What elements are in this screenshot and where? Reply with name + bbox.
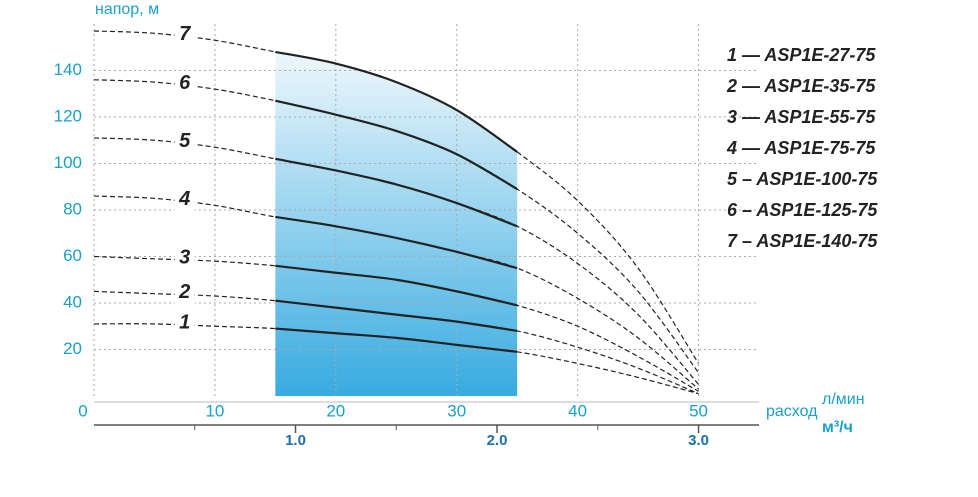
curve-dashed [93,323,699,395]
y-tick-label: 60 [63,246,82,265]
y-tick-label: 140 [54,60,82,79]
curve-solid [275,215,518,270]
y-tick-label: 100 [54,153,82,172]
x2-tick-label: 3.0 [688,432,709,449]
x-axis-label: расход [766,403,818,420]
curve-solid [275,299,518,332]
curve-label: 7 [179,23,191,45]
curve-label: 5 [179,130,191,152]
y-tick-label: 80 [63,199,82,218]
x-unit: л/мин [822,391,865,408]
curve-label: 1 [179,311,190,333]
curve-label: 2 [178,281,190,303]
curve-label: 6 [179,72,191,94]
curve-solid [275,157,518,228]
x2-tick-label: 2.0 [487,432,508,449]
y-tick-label: 40 [63,292,82,311]
background [93,24,759,397]
legend-entry: 6 – ASP1E-125-75 [727,200,878,220]
curve-label: 4 [178,188,190,210]
x2-tick-label: 1.0 [285,432,306,449]
legend-entry: 1 — ASP1E-27-75 [727,45,876,65]
y-tick-label: 120 [54,106,82,125]
curve-solid [275,327,518,353]
legend-entry: 7 – ASP1E-140-75 [727,231,878,251]
curve-dashed [93,137,699,385]
curve-label-bg [174,188,195,211]
legend-entry: 4 — ASP1E-75-75 [726,138,876,158]
y-tick-label: 20 [63,339,82,358]
curve-dashed [93,290,699,395]
working-range [275,51,518,397]
legend-entry: 3 — ASP1E-55-75 [727,107,876,127]
curve-label-bg [174,312,195,335]
x-tick-label: 30 [447,401,466,420]
curve-label-bg [174,130,195,153]
x-tick-label: 40 [568,401,587,420]
curve-label-bg [174,23,195,46]
curve-label-bg [174,246,195,269]
curve-dashed [93,195,699,390]
curve-label-bg [174,281,195,304]
legend-entry: 5 – ASP1E-100-75 [727,169,878,189]
x-tick-label: 50 [689,401,708,420]
legend-entry: 2 — ASP1E-35-75 [726,76,876,96]
curve-solid [275,264,518,307]
y-axis-label: напор, м [95,1,159,18]
x2-unit: м³/ч [822,419,853,436]
x-tick-label: 20 [326,401,345,420]
x-tick-label: 10 [205,401,224,420]
curve-solid [275,50,518,153]
curve-label: 3 [179,246,190,268]
curve-label-bg [174,72,195,95]
curve-solid [275,99,518,191]
x-tick-label: 0 [78,401,87,420]
